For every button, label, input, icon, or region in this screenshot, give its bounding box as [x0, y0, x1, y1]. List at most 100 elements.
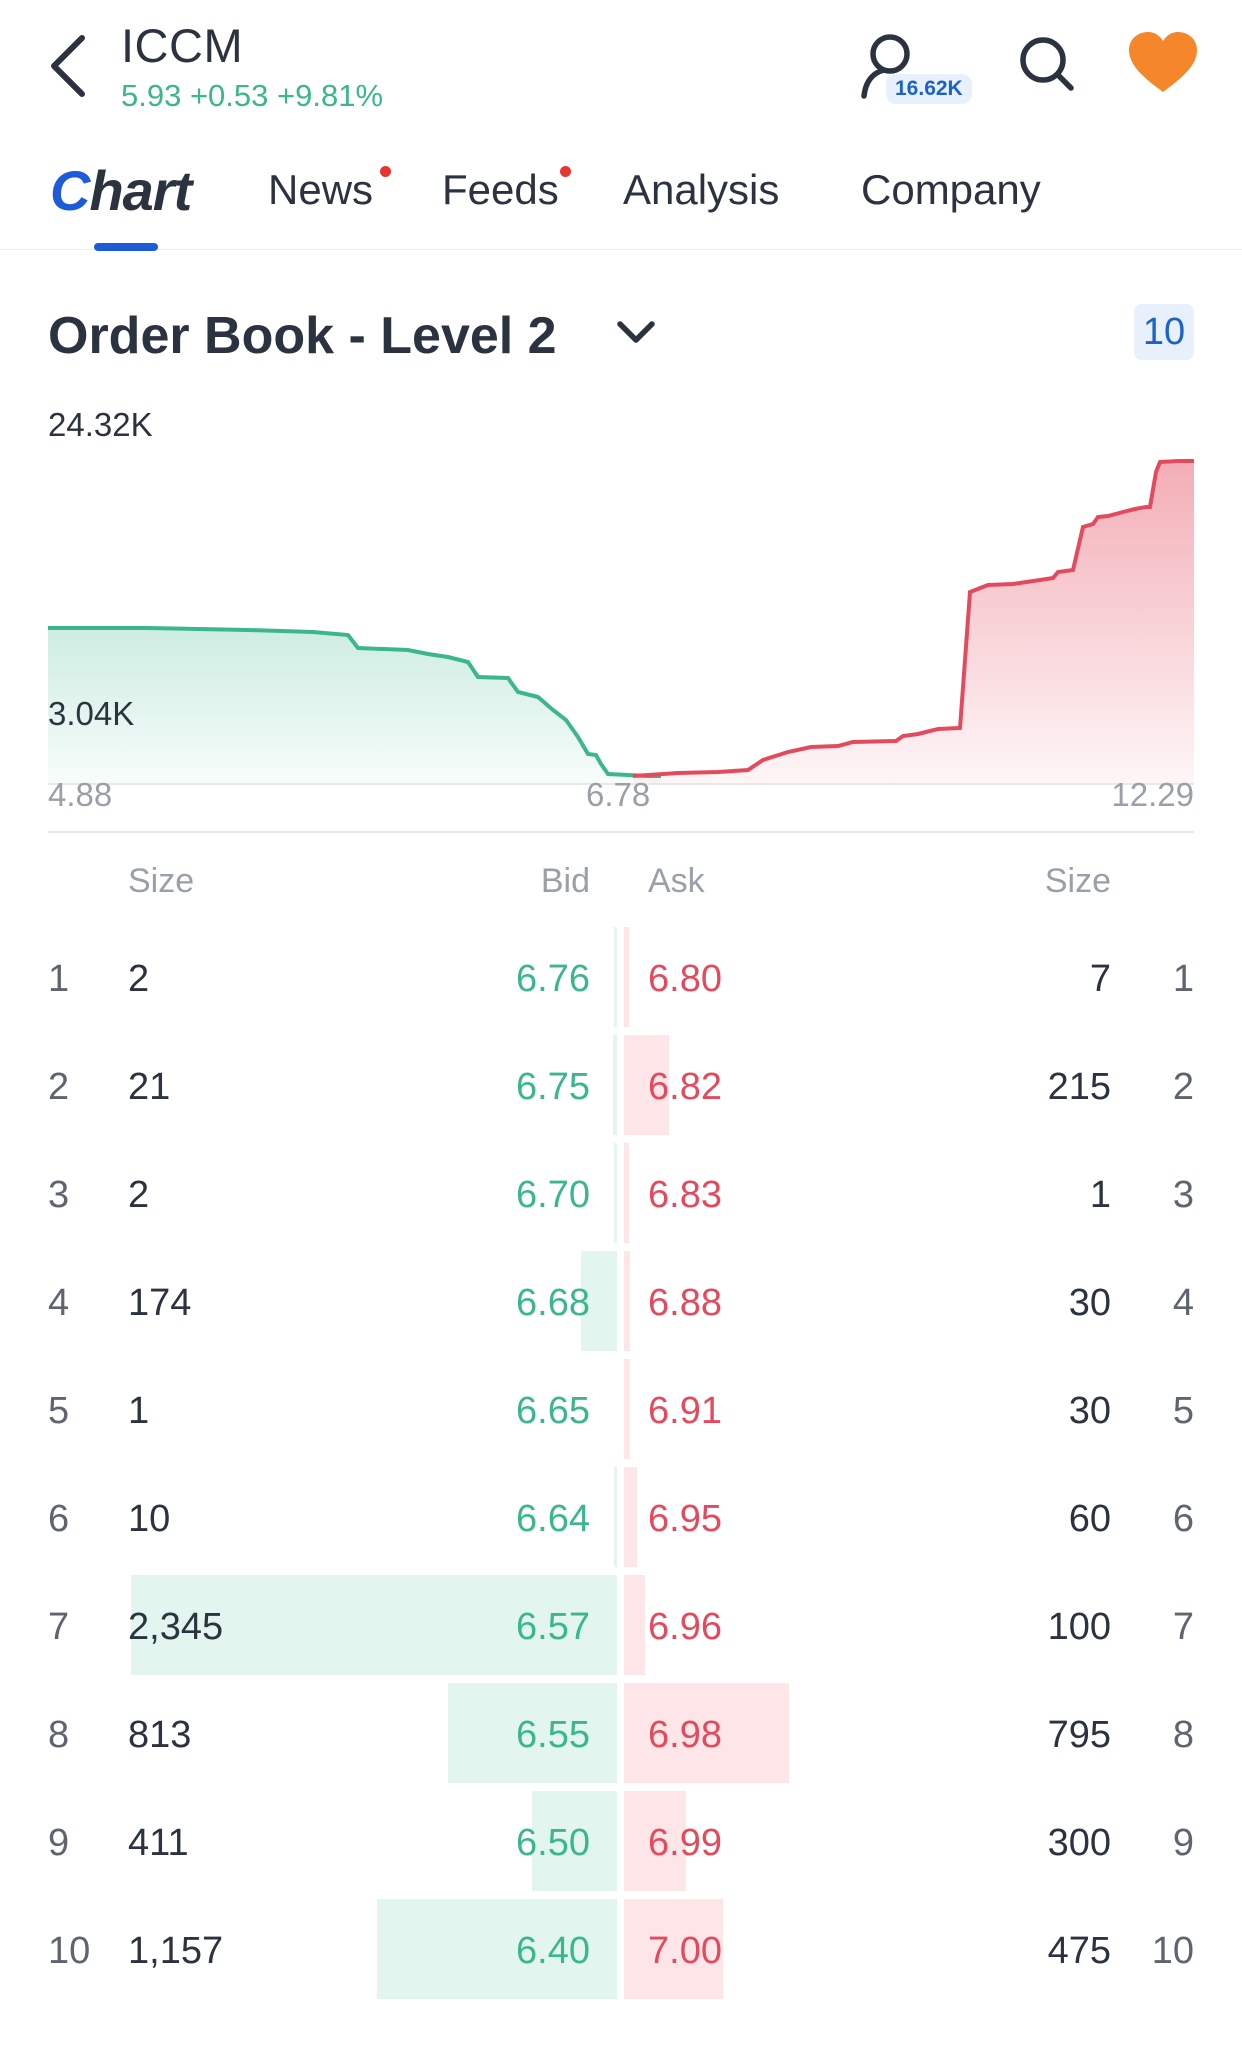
- ask-depth-bar: [624, 1143, 629, 1243]
- ask-depth-line: [632, 459, 1194, 778]
- ask-size: 300: [1047, 1822, 1111, 1864]
- news-notification-dot: [380, 166, 391, 177]
- bid-depth-bar: [131, 1575, 617, 1675]
- bid-size: 813: [128, 1714, 192, 1756]
- bid-depth-bar: [448, 1683, 617, 1783]
- y-axis-max-label: 24.32K: [48, 406, 153, 443]
- bid-size: 174: [128, 1282, 192, 1324]
- bid-level-index: 3: [48, 1174, 70, 1216]
- tab-analysis[interactable]: Analysis: [623, 166, 780, 213]
- tab-feeds[interactable]: Feeds: [442, 166, 559, 213]
- ask-size: 30: [1068, 1390, 1111, 1432]
- ask-depth-bar: [624, 1899, 723, 1999]
- bid-size-header: Size: [128, 862, 195, 900]
- ask-size: 475: [1047, 1930, 1111, 1972]
- bid-depth-bar: [377, 1899, 617, 1999]
- search-icon: [1020, 37, 1074, 91]
- bid-level-index: 5: [48, 1390, 70, 1432]
- bid-size: 1,157: [128, 1930, 224, 1972]
- order-book-row: 3 2 6.70 6.83 1 3: [0, 1138, 1242, 1246]
- order-book-row: 7 2,345 6.57 6.96 100 7: [0, 1570, 1242, 1678]
- ask-depth-bar: [624, 1035, 669, 1135]
- tab-chart-initial: C: [50, 159, 90, 222]
- bid-level-index: 2: [48, 1066, 70, 1108]
- ask-size: 7: [1089, 958, 1111, 1000]
- ask-depth-bar: [624, 1251, 631, 1351]
- tab-chart[interactable]: Chart: [50, 158, 192, 223]
- bid-level-index: 10: [48, 1930, 91, 1972]
- ask-price: 6.80: [648, 958, 722, 1000]
- price-quote: 5.93 +0.53 +9.81%: [121, 78, 384, 113]
- ask-price: 6.82: [648, 1066, 722, 1108]
- ticker-symbol: ICCM: [121, 19, 244, 72]
- followers-count-badge: 16.62K: [886, 74, 972, 104]
- followers-button[interactable]: 16.62K: [850, 28, 980, 108]
- ask-level-index: 2: [1172, 1066, 1194, 1108]
- depth-level-selector[interactable]: 10: [1134, 304, 1194, 360]
- user-icon: [861, 34, 910, 99]
- bid-size: 2: [128, 1174, 150, 1216]
- bid-level-index: 7: [48, 1606, 70, 1648]
- depth-chart: 24.32K 3.04K 4.88 6.78 12.29: [48, 392, 1194, 832]
- ask-depth-bar: [624, 1683, 789, 1783]
- x-axis-min-label: 4.88: [48, 776, 113, 813]
- bid-depth-bar: [614, 1143, 617, 1243]
- ask-price: 7.00: [648, 1930, 722, 1972]
- order-book-row: 5 1 6.65 6.91 30 5: [0, 1354, 1242, 1462]
- search-button[interactable]: [1015, 32, 1079, 96]
- bid-price: 6.65: [516, 1390, 590, 1432]
- ask-level-index: 1: [1172, 958, 1194, 1000]
- bid-price: 6.55: [516, 1714, 590, 1756]
- bid-depth-line: [48, 626, 661, 778]
- depth-chart-svg: [48, 459, 1194, 785]
- bid-size: 21: [128, 1066, 171, 1108]
- ask-depth-bar: [624, 1791, 687, 1891]
- order-book-row: 10 1,157 6.40 7.00 475 10: [0, 1894, 1242, 2002]
- ask-size-header: Size: [1044, 862, 1111, 900]
- bid-price: 6.76: [516, 958, 590, 1000]
- bid-size: 411: [128, 1822, 189, 1864]
- bid-depth-bar: [581, 1251, 617, 1351]
- ask-depth-area: [633, 461, 1194, 784]
- x-axis-max-label: 12.29: [1111, 776, 1194, 813]
- ask-level-index: 4: [1172, 1282, 1194, 1324]
- ask-size: 60: [1068, 1498, 1111, 1540]
- bid-level-index: 1: [48, 958, 70, 1000]
- order-book-row: 6 10 6.64 6.95 60 6: [0, 1462, 1242, 1570]
- ask-size: 795: [1047, 1714, 1111, 1756]
- divider: [48, 831, 1194, 833]
- tab-company[interactable]: Company: [861, 166, 1041, 213]
- order-book-row: 8 813 6.55 6.98 795 8: [0, 1678, 1242, 1786]
- bid-level-index: 8: [48, 1714, 70, 1756]
- order-book-row: 9 411 6.50 6.99 300 9: [0, 1786, 1242, 1894]
- bid-depth-bar: [531, 1791, 617, 1891]
- chevron-down-icon[interactable]: [614, 316, 658, 350]
- order-book-row: 2 21 6.75 6.82 215 2: [0, 1030, 1242, 1138]
- bid-price: 6.40: [516, 1930, 590, 1972]
- order-book-row: 1 2 6.76 6.80 7 1: [0, 922, 1242, 1030]
- ask-price: 6.91: [648, 1390, 722, 1432]
- feeds-notification-dot: [560, 166, 571, 177]
- bid-price: 6.50: [516, 1822, 590, 1864]
- bid-header: Bid: [540, 862, 590, 900]
- ask-level-index: 3: [1172, 1174, 1194, 1216]
- ask-level-index: 7: [1172, 1606, 1194, 1648]
- ask-size: 1: [1089, 1174, 1111, 1216]
- ask-price: 6.95: [648, 1498, 722, 1540]
- watchlist-button[interactable]: [1127, 30, 1199, 96]
- x-axis-mid-label: 6.78: [586, 776, 651, 813]
- bid-price: 6.70: [516, 1174, 590, 1216]
- ask-size: 30: [1068, 1282, 1111, 1324]
- tab-news[interactable]: News: [268, 166, 374, 213]
- ask-size: 100: [1047, 1606, 1111, 1648]
- active-tab-indicator: [94, 243, 158, 251]
- ask-level-index: 10: [1151, 1930, 1194, 1972]
- bid-level-index: 9: [48, 1822, 70, 1864]
- bid-price: 6.57: [516, 1606, 590, 1648]
- bid-price: 6.64: [516, 1498, 590, 1540]
- bid-size: 10: [128, 1498, 171, 1540]
- back-arrow-icon[interactable]: [44, 30, 96, 102]
- order-book-title[interactable]: Order Book - Level 2: [48, 307, 557, 365]
- bid-level-index: 6: [48, 1498, 70, 1540]
- order-book-table: 1 2 6.76 6.80 7 1 2 21 6.75 6.82 215 2 3 2 6.70 6.83 1 3 4…: [0, 922, 1242, 2002]
